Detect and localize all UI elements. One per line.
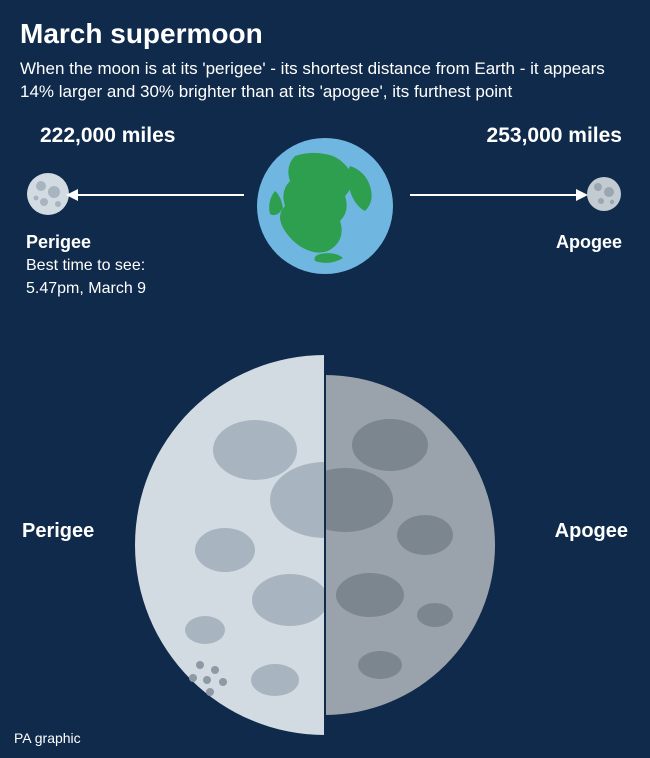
apogee-distance-label: 253,000 miles: [487, 124, 622, 148]
best-time-label: Best time to see:: [26, 255, 146, 277]
credit-label: PA graphic: [14, 730, 81, 746]
page-title: March supermoon: [20, 18, 630, 50]
big-perigee-label: Perigee: [22, 520, 94, 543]
perigee-info-block: Perigee Best time to see: 5.47pm, March …: [26, 232, 146, 300]
earth-moon-distance-diagram: 222,000 miles 253,000 miles: [20, 124, 630, 304]
infographic-container: March supermoon When the moon is at its …: [0, 0, 650, 758]
page-subtitle: When the moon is at its 'perigee' - its …: [20, 58, 620, 104]
perigee-moon-icon: [26, 172, 70, 221]
earth-icon: [255, 136, 395, 281]
perigee-label: Perigee: [26, 232, 146, 253]
apogee-label: Apogee: [556, 232, 622, 253]
perigee-distance-label: 222,000 miles: [40, 124, 175, 148]
arrow-line-right: [410, 194, 580, 196]
apogee-moon-icon: [586, 176, 622, 217]
arrow-line-left: [74, 194, 244, 196]
big-apogee-label: Apogee: [555, 520, 628, 543]
best-time-value: 5.47pm, March 9: [26, 278, 146, 300]
moon-comparison-diagram: [115, 350, 535, 730]
